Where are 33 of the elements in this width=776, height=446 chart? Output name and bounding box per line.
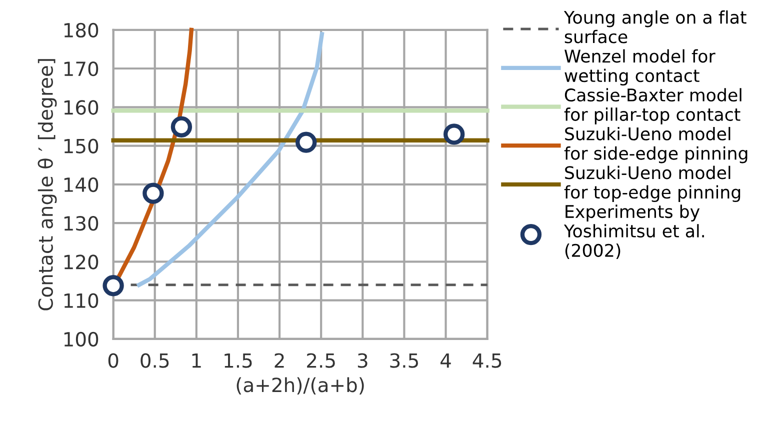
x-tick-label: 4 xyxy=(440,353,451,368)
x-tick-label: 1.5 xyxy=(224,353,252,368)
y-tick-label: 140 xyxy=(64,177,98,192)
point xyxy=(102,275,124,296)
point xyxy=(170,116,192,138)
y-tick-label: 110 xyxy=(64,293,98,308)
y-tick-label: 160 xyxy=(64,100,98,115)
y-tick-label: 170 xyxy=(64,61,98,76)
x-tick-label: 2 xyxy=(274,353,284,368)
point xyxy=(296,132,317,153)
legend-label: Wenzel model for wetting contact xyxy=(564,49,716,86)
point xyxy=(142,182,164,204)
x-tick-label: 4.5 xyxy=(472,353,502,368)
x-tick-label: 3 xyxy=(358,353,368,368)
y-tick-label: 120 xyxy=(64,254,98,270)
x-axis-title: (a+2h)/(a+b) xyxy=(236,377,364,395)
point xyxy=(443,124,465,145)
x-tick-label: 0 xyxy=(108,353,118,368)
x-tick-label: 0.5 xyxy=(140,353,169,368)
x-tick-label: 1 xyxy=(192,353,201,368)
y-tick-label: 130 xyxy=(64,216,98,231)
y-tick-label: 180 xyxy=(64,22,98,38)
legend-label: Young angle on a flat surface xyxy=(564,10,746,44)
line-series xyxy=(136,32,324,287)
legend-label: Suzuki-Ueno model for side-edge pinning xyxy=(564,126,748,164)
legend-label: Cassie-Baxter model for pillar-top contact xyxy=(564,88,742,124)
x-tick-label: 3.5 xyxy=(390,353,418,368)
y-tick-label: 150 xyxy=(64,138,98,154)
x-tick-label: 2.5 xyxy=(307,353,335,368)
legend-label: Experiments by Yoshimitsu et al. (2002) xyxy=(564,204,704,260)
y-axis-title: Contact angle θ ′ [degree] xyxy=(38,59,57,310)
legend-label: Suzuki-Ueno model for top-edge pinning xyxy=(564,166,740,202)
y-tick-label: 100 xyxy=(64,332,98,347)
